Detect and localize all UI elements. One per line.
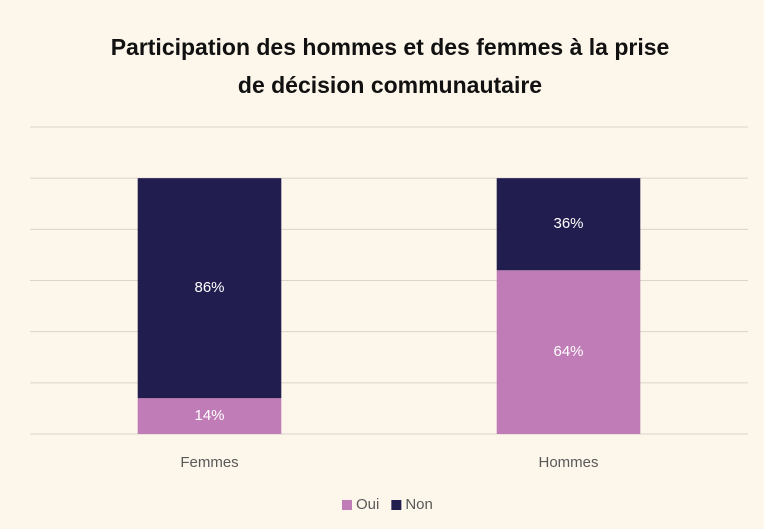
data-label: 86% — [194, 279, 224, 296]
data-label: 64% — [553, 343, 583, 360]
chart-title: Participation des hommes et des femmes à… — [110, 34, 670, 98]
bar-segment — [137, 398, 282, 434]
x-tick-label: Hommes — [538, 454, 598, 471]
bar-segment — [137, 178, 282, 399]
data-label: 14% — [194, 407, 224, 424]
data-label: 36% — [553, 215, 583, 232]
legend-swatch — [342, 500, 352, 510]
x-tick-label: Femmes — [180, 454, 238, 471]
legend-label: Non — [405, 496, 433, 513]
legend-swatch — [391, 500, 402, 510]
bar-segment — [496, 270, 641, 434]
legend-label: Oui — [356, 496, 379, 513]
bar-segment — [496, 178, 641, 271]
